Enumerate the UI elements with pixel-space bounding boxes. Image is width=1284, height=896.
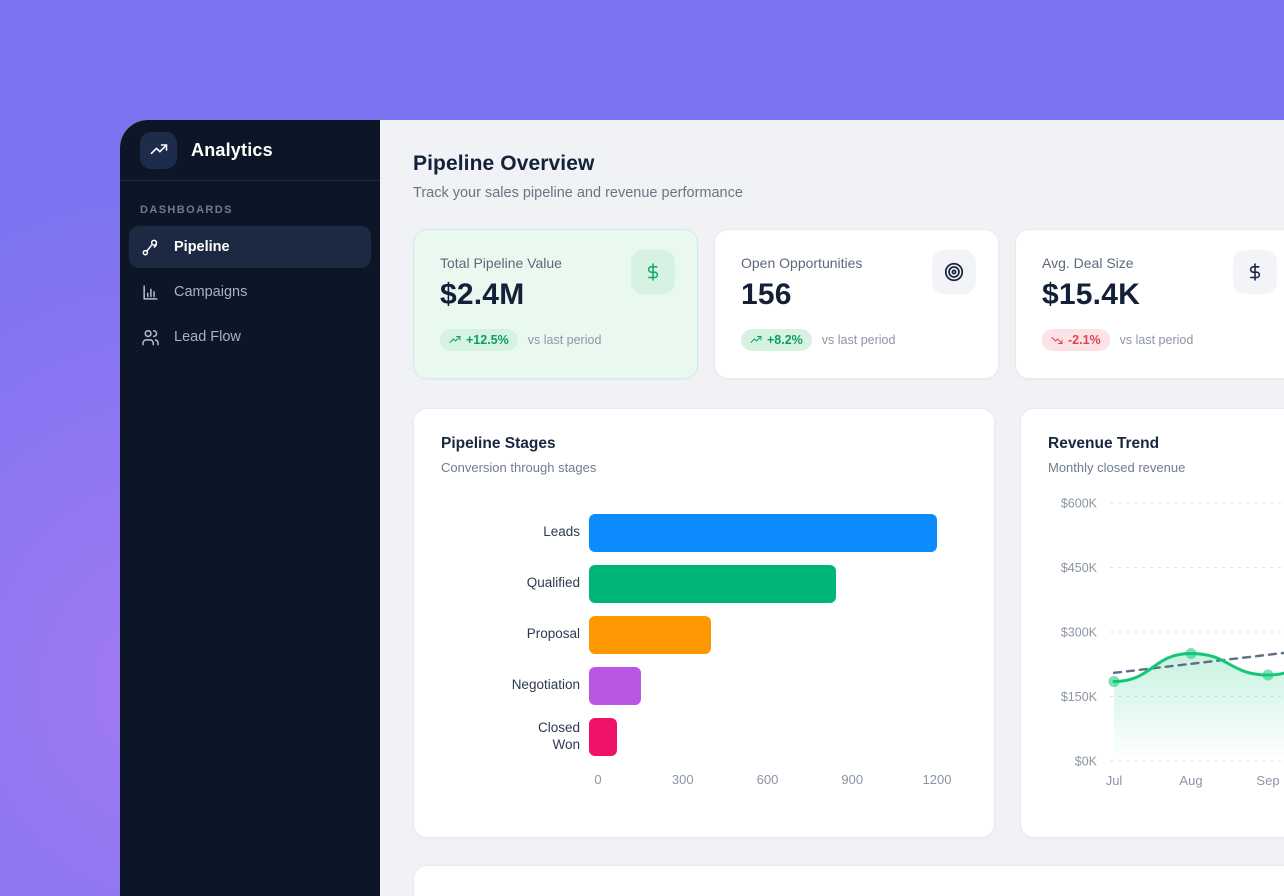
x-axis-tick: 0	[594, 772, 602, 787]
bar-row: Closed Won	[441, 711, 967, 762]
kpi-label: Total Pipeline Value	[440, 255, 562, 271]
trending-up-icon	[449, 336, 461, 343]
svg-text:$150K: $150K	[1061, 690, 1098, 704]
x-axis-tick: 1200	[922, 772, 952, 787]
revenue-trend-card: Revenue Trend Monthly closed revenue $0K…	[1020, 408, 1284, 838]
main-content: Pipeline Overview Track your sales pipel…	[380, 120, 1284, 896]
sidebar-section-label: DASHBOARDS	[140, 204, 233, 216]
bar-category-label: Closed Won	[537, 719, 580, 752]
sidebar-header: Analytics	[120, 120, 380, 181]
change-note: vs last period	[527, 333, 602, 347]
chart-subtitle: Conversion through stages	[441, 460, 597, 475]
svg-text:Jul: Jul	[1106, 773, 1123, 788]
kpi-label: Avg. Deal Size	[1042, 255, 1134, 271]
sidebar-nav: Pipeline Campaigns Lead Flow	[120, 226, 380, 358]
svg-text:Aug: Aug	[1179, 773, 1202, 788]
dollar-icon	[1233, 250, 1277, 294]
app-name: Analytics	[191, 139, 273, 160]
route-icon	[142, 239, 158, 255]
pipeline-stages-card: Pipeline Stages Conversion through stage…	[413, 408, 995, 838]
analytics-app-window: Analytics DASHBOARDS Pipeline Campaigns	[120, 120, 1284, 896]
svg-text:Sep: Sep	[1256, 773, 1279, 788]
additional-card-partial	[413, 865, 1284, 896]
bar-category-label: Qualified	[526, 575, 580, 591]
kpi-value: 156	[741, 278, 792, 311]
change-badge: +12.5%	[440, 329, 518, 351]
sidebar-item-campaigns[interactable]: Campaigns	[129, 271, 371, 313]
x-axis-tick: 300	[671, 772, 694, 787]
charts-row: Pipeline Stages Conversion through stage…	[413, 408, 1284, 838]
bar-row: Proposal	[441, 609, 967, 660]
target-icon	[932, 250, 976, 294]
sidebar-item-lead-flow[interactable]: Lead Flow	[129, 316, 371, 358]
svg-text:$600K: $600K	[1061, 497, 1098, 511]
revenue-trend-line-chart: $0K $150K $300K $450K $600K Jul Aug Sep	[1048, 485, 1284, 798]
dollar-icon	[631, 250, 675, 294]
x-axis-tick: 600	[756, 772, 779, 787]
users-icon	[142, 329, 159, 345]
sidebar-item-label: Lead Flow	[174, 329, 241, 345]
kpi-label: Open Opportunities	[741, 255, 863, 271]
bar-segment	[589, 564, 836, 603]
page-title: Pipeline Overview	[413, 152, 595, 175]
trending-up-icon	[750, 336, 762, 343]
kpi-value: $2.4M	[440, 278, 525, 311]
change-note: vs last period	[1119, 333, 1194, 347]
kpi-value: $15.4K	[1042, 278, 1140, 311]
sidebar-item-pipeline[interactable]: Pipeline	[129, 226, 371, 268]
change-badge: -2.1%	[1042, 329, 1110, 351]
bar-category-label: Leads	[543, 524, 580, 540]
page-subtitle: Track your sales pipeline and revenue pe…	[413, 185, 743, 201]
svg-text:$450K: $450K	[1061, 561, 1098, 575]
bar-row: Leads	[441, 507, 967, 558]
bar-chart-icon	[143, 284, 158, 300]
sidebar-item-label: Pipeline	[174, 239, 230, 255]
bar-segment	[589, 513, 937, 552]
bar-segment	[589, 666, 642, 705]
chart-title: Revenue Trend	[1048, 435, 1160, 452]
bar-category-label: Negotiation	[511, 677, 580, 693]
pipeline-stages-bar-chart: Leads Qualified Proposal Negotiation Closed …	[441, 507, 967, 790]
sidebar-item-label: Campaigns	[174, 284, 248, 300]
trending-down-icon	[1051, 337, 1063, 344]
chart-title: Pipeline Stages	[441, 435, 556, 452]
x-axis-tick: 900	[841, 772, 864, 787]
change-badge: +8.2%	[741, 329, 812, 351]
svg-text:$0K: $0K	[1075, 755, 1098, 769]
trending-up-icon	[150, 144, 167, 155]
bar-category-label: Proposal	[526, 626, 580, 642]
kpi-card-total-pipeline-value: Total Pipeline Value $2.4M +12.5%	[413, 229, 698, 379]
kpi-card-avg-deal-size: Avg. Deal Size $15.4K -2.1%	[1015, 229, 1284, 379]
bar-x-axis: 0 300 600 900 1200	[594, 768, 951, 790]
change-note: vs last period	[821, 333, 896, 347]
analytics-logo	[140, 131, 177, 169]
svg-text:$300K: $300K	[1061, 626, 1098, 640]
bar-segment	[589, 615, 711, 654]
kpi-card-open-opportunities: Open Opportunities 156 +8.2%	[714, 229, 999, 379]
bar-segment	[589, 717, 617, 756]
bar-row: Negotiation	[441, 660, 967, 711]
chart-subtitle: Monthly closed revenue	[1048, 460, 1186, 475]
sidebar: Analytics DASHBOARDS Pipeline Campaigns	[120, 120, 380, 896]
bar-row: Qualified	[441, 558, 967, 609]
kpi-row: Total Pipeline Value $2.4M +12.5%	[413, 229, 1284, 379]
